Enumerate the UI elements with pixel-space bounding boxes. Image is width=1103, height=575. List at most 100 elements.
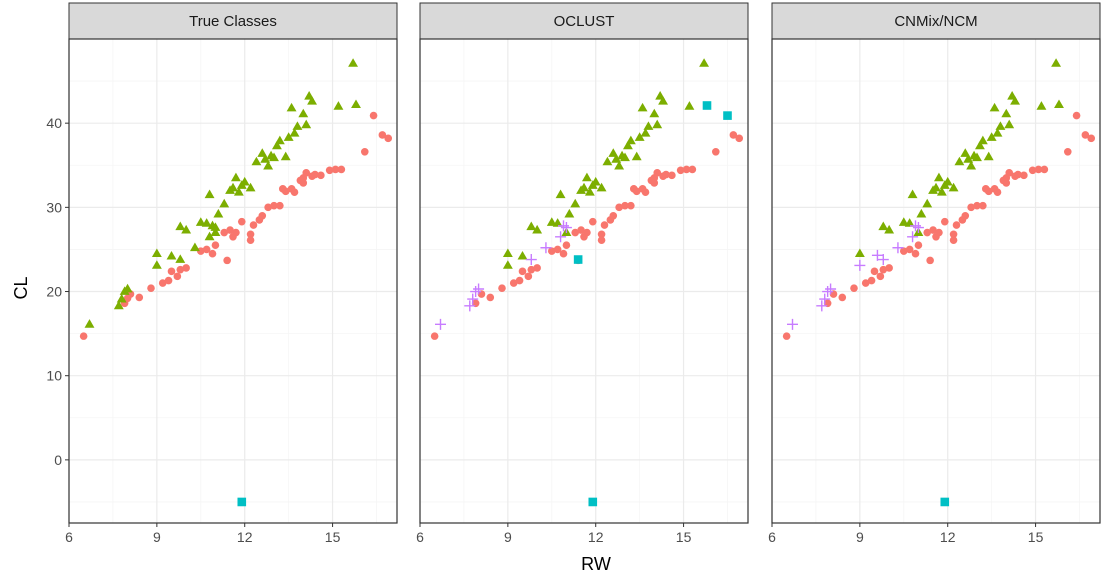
data-point-circle [1040,165,1049,174]
data-point-triangle [251,156,262,166]
data-point-triangle [972,152,982,162]
facet-strip-label: True Classes [189,13,277,30]
data-point-circle [838,293,847,302]
data-point-triangle [884,224,895,234]
data-point-triangle [189,242,200,252]
panel-border [68,38,398,524]
data-point-square [702,101,712,110]
data-point-circle [1063,147,1072,156]
data-point-triangle [84,319,95,328]
data-point-triangle [611,154,622,163]
data-point-triangle [348,58,359,67]
data-point-circle [961,211,970,220]
data-point-circle [164,276,173,285]
data-point-triangle [977,135,988,145]
data-point-circle [984,187,993,196]
panel-background [772,39,1100,523]
data-point-circle [135,293,144,302]
data-point-triangle [995,121,1006,130]
data-point-triangle [581,172,592,182]
data-point-triangle [552,218,563,227]
data-point-square [237,497,247,507]
data-point-plus [871,249,883,261]
data-point-circle [1081,131,1090,139]
data-point-circle [735,134,744,143]
data-point-circle [688,165,697,174]
data-point-triangle [286,102,297,112]
data-point-triangle [649,108,660,118]
data-point-triangle [292,121,303,130]
data-point-circle [553,245,562,254]
x-tick-label: 6 [416,529,424,545]
data-point-circle [911,249,920,258]
data-point-circle [940,217,949,226]
data-point-triangle [960,148,971,157]
data-point-triangle [122,283,133,293]
data-point-plus [525,254,537,266]
data-point-circle [317,171,325,180]
data-point-circle [1087,134,1096,143]
data-point-circle [905,245,914,254]
data-point-circle [627,201,635,210]
data-point-triangle [907,189,918,199]
data-point-triangle [570,198,581,208]
data-point-triangle [260,154,271,163]
data-point-plus [892,242,904,254]
data-point-triangle [590,176,601,186]
data-point-circle [879,265,888,274]
data-point-circle [914,241,923,250]
data-point-circle [208,249,217,258]
data-point-circle [533,264,541,272]
facet-panel-2: OCLUST 6 9 12 15 [416,2,749,545]
data-point-circle [1072,111,1081,120]
data-point-circle [621,201,629,210]
data-point-circle [270,201,278,210]
y-tick-label: 10 [46,368,62,384]
data-point-triangle [916,208,927,218]
data-point-circle [290,188,299,196]
data-point-circle [1002,179,1011,187]
data-point-triangle [643,121,654,130]
data-point-circle [609,211,618,220]
data-point-square [573,255,583,264]
data-point-circle [264,203,272,212]
data-point-triangle [201,218,212,227]
data-point-circle [929,226,937,234]
data-point-circle [562,241,571,250]
data-point-circle [249,221,258,229]
data-point-triangle [257,148,268,157]
data-point-triangle [151,248,162,258]
y-tick-label: 20 [46,284,62,300]
data-point-triangle [992,128,1003,137]
data-point-square [940,497,950,507]
data-point-triangle [228,182,238,192]
facet-strip [68,2,398,40]
data-point-triangle [637,102,648,112]
panel-border [419,38,749,524]
data-point-plus [435,318,446,330]
data-point-plus [467,293,479,305]
x-tick-label: 6 [65,529,73,545]
data-point-triangle [622,140,633,150]
data-point-triangle [579,182,589,192]
data-point-triangle [230,172,241,182]
data-point-circle [302,169,311,177]
data-point-plus [558,220,569,232]
data-point-plus [822,286,834,298]
data-point-circle [653,169,662,177]
data-point-circle [378,131,387,139]
data-point-triangle [608,148,619,157]
data-point-plus [912,222,924,234]
data-point-circle [583,228,591,237]
data-point-triangle [210,227,221,236]
data-point-triangle [954,156,965,166]
data-point-triangle [904,218,915,227]
data-point-circle [662,170,670,179]
data-point-triangle [1054,99,1064,109]
data-point-triangle [555,189,566,199]
data-point-plus [825,283,837,295]
data-point-triangle [898,217,909,226]
data-point-circle [935,228,943,237]
data-point-square [588,497,598,507]
x-tick-label: 9 [856,529,864,545]
